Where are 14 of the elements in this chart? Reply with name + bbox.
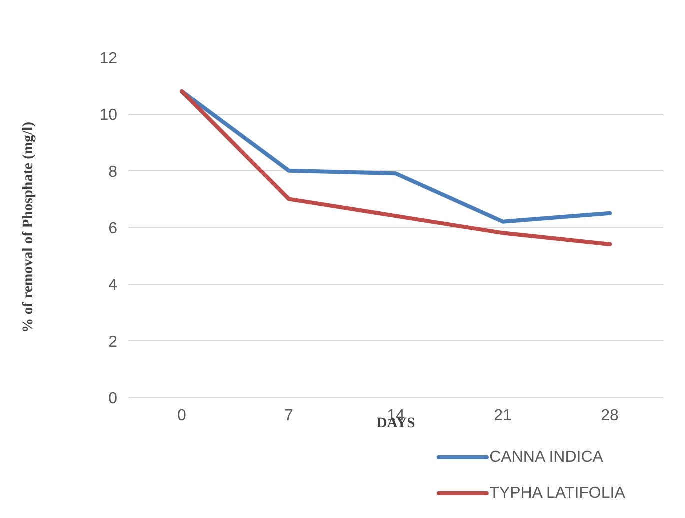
x-tick-label: 21 — [494, 408, 512, 424]
x-tick-label: 7 — [284, 408, 294, 424]
y-tick-label: 8 — [108, 164, 118, 181]
legend-label: TYPHA LATIFOLIA — [490, 485, 626, 502]
y-tick-label: 4 — [108, 277, 118, 294]
x-tick-label: 28 — [601, 408, 619, 424]
y-tick-label: 12 — [100, 50, 118, 68]
y-tick-label: 6 — [108, 220, 118, 238]
x-tick-label: 0 — [178, 408, 187, 424]
y-tick-label: 0 — [108, 390, 118, 408]
y-tick-label: 2 — [108, 334, 118, 351]
y-axis-title: % of removal of Phosphate (mg/l) — [20, 122, 37, 333]
legend-label: CANNA INDICA — [490, 449, 604, 466]
y-tick-label: 10 — [100, 107, 118, 124]
